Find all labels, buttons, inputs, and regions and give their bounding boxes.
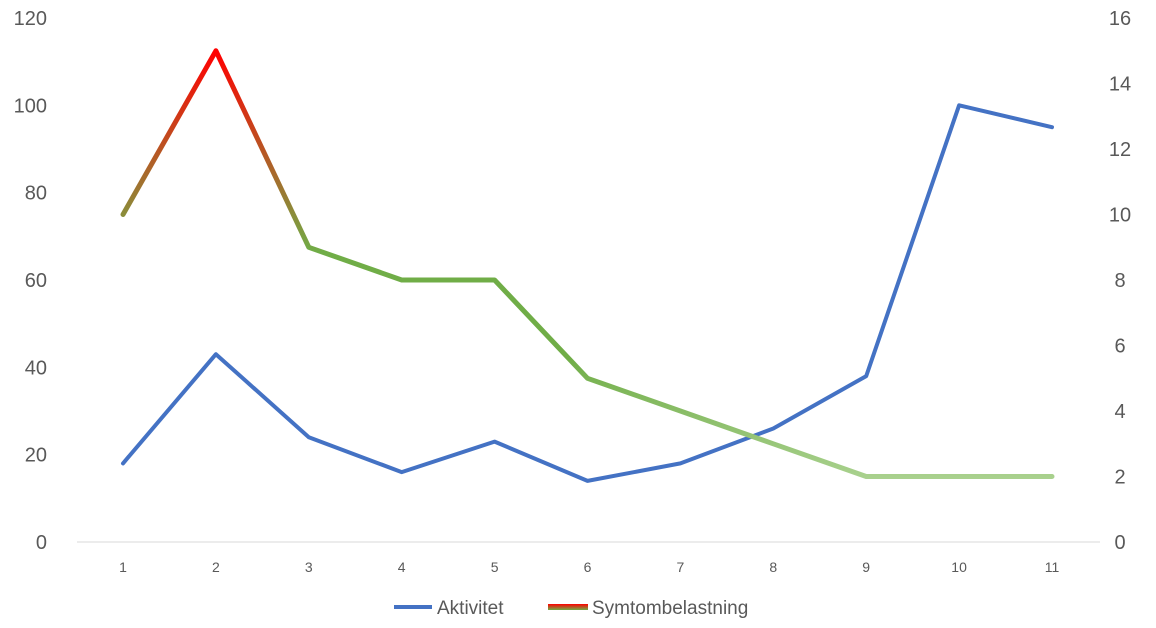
x-axis-ticks: 1 2 3 4 5 6 7 8 9 10 11	[119, 559, 1059, 575]
y-left-tick-label: 40	[25, 357, 47, 379]
left-y-axis: 0 20 40 60 80 100 120	[14, 8, 47, 554]
series-line-aktivitet	[121, 103, 1054, 483]
x-tick-label: 5	[491, 559, 499, 575]
y-right-tick-label: 12	[1109, 139, 1131, 161]
x-tick-label: 8	[769, 559, 777, 575]
y-left-tick-label: 0	[36, 532, 47, 554]
x-tick-label: 9	[862, 559, 870, 575]
y-right-tick-label: 16	[1109, 8, 1131, 30]
legend-label-symtombelastning: Symtombelastning	[592, 598, 748, 619]
x-tick-label: 3	[305, 559, 313, 575]
legend-swatch-symtombelastning	[548, 604, 588, 610]
y-left-tick-label: 60	[25, 270, 47, 292]
y-right-tick-label: 0	[1114, 532, 1125, 554]
y-left-tick-label: 20	[25, 445, 47, 467]
legend: Aktivitet Symtombelastning	[394, 598, 748, 619]
y-right-tick-label: 14	[1109, 74, 1131, 96]
x-tick-label: 1	[119, 559, 127, 575]
x-tick-label: 6	[584, 559, 592, 575]
y-right-tick-label: 8	[1114, 270, 1125, 292]
y-right-tick-label: 4	[1114, 401, 1125, 423]
y-left-tick-label: 80	[25, 183, 47, 205]
legend-label-aktivitet: Aktivitet	[437, 598, 504, 619]
right-y-axis: 0 2 4 6 8 10 12 14 16	[1109, 8, 1131, 554]
x-tick-label: 10	[951, 559, 967, 575]
y-left-tick-label: 100	[14, 95, 47, 117]
series-line-symtombelastning	[120, 48, 1055, 479]
y-right-tick-label: 2	[1114, 467, 1125, 489]
x-tick-label: 4	[398, 559, 406, 575]
y-left-tick-label: 120	[14, 8, 47, 30]
x-tick-label: 11	[1045, 559, 1060, 575]
y-right-tick-label: 10	[1109, 205, 1131, 227]
x-tick-label: 7	[677, 559, 685, 575]
y-right-tick-label: 6	[1114, 336, 1125, 358]
x-tick-label: 2	[212, 559, 220, 575]
